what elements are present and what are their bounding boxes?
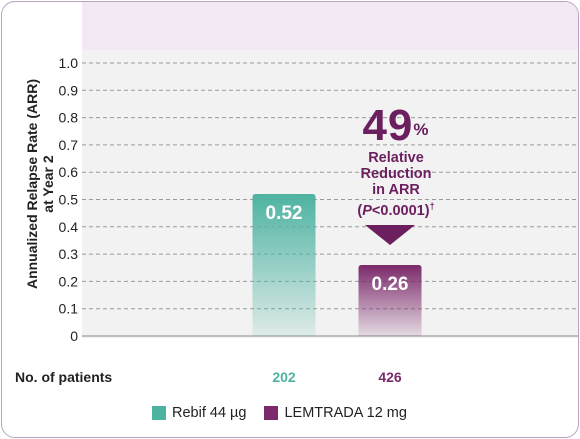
callout-p-value: (P<0.0001)† (357, 201, 435, 219)
legend-swatch-lemtrada (264, 406, 279, 420)
patients-count-rebif: 202 (272, 369, 296, 385)
legend-item-rebif: Rebif 44 µg (152, 405, 246, 421)
bar-1 (358, 265, 422, 336)
y-axis-label-line1: Annualized Relapse Rate (ARR) (24, 78, 40, 290)
y-tick-label: 0.2 (59, 273, 79, 289)
patients-label: No. of patients (15, 369, 113, 385)
y-axis-label-line2: at Year 2 (40, 155, 56, 213)
header-band (82, 2, 578, 50)
legend-item-lemtrada: LEMTRADA 12 mg (264, 405, 407, 421)
legend-label-lemtrada: LEMTRADA 12 mg (284, 405, 407, 421)
y-tick-label: 0 (70, 328, 78, 344)
callout-arrow (365, 225, 415, 245)
y-tick-label: 0.4 (59, 219, 79, 235)
y-axis-label: Annualized Relapse Rate (ARR) at Year 2 (24, 54, 56, 314)
y-tick-label: 1.0 (59, 55, 79, 71)
legend-swatch-rebif (152, 406, 166, 420)
y-tick-label: 0.8 (59, 110, 79, 126)
callout-line-reduction: Reduction (360, 166, 432, 182)
percent-sign: % (413, 120, 430, 139)
bar-value-label: 0.52 (266, 203, 303, 224)
patients-count-lemtrada: 426 (378, 369, 402, 385)
y-tick-label: 0.1 (59, 301, 79, 317)
y-tick-label: 0.6 (59, 164, 79, 180)
bar-0 (252, 194, 316, 336)
y-tick-label: 0.3 (59, 246, 79, 262)
bar-value-label: 0.26 (372, 274, 409, 295)
plot-background (82, 50, 578, 338)
reduction-percent: 49% (362, 101, 430, 150)
y-tick-label: 0.9 (59, 82, 79, 98)
callout-line-in-arr: in ARR (372, 182, 420, 198)
callout-line-relative: Relative (368, 150, 424, 166)
legend: Rebif 44 µg LEMTRADA 12 mg (152, 405, 425, 421)
legend-label-rebif: Rebif 44 µg (172, 405, 247, 421)
y-tick-label: 0.7 (59, 137, 79, 153)
reduction-callout: 49% Relative Reduction in ARR (P<0.0001)… (340, 102, 452, 219)
y-tick-label: 0.5 (59, 192, 79, 208)
